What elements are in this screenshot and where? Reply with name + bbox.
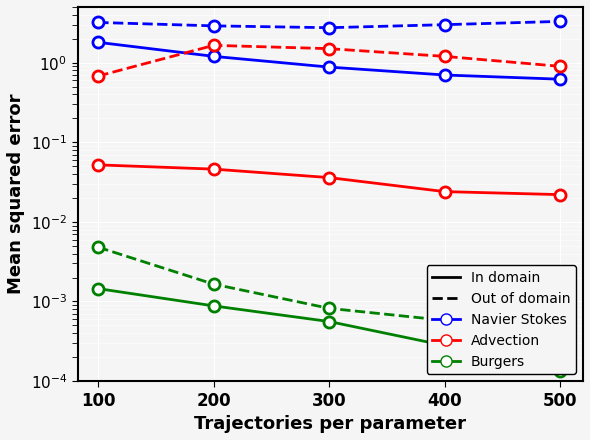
X-axis label: Trajectories per parameter: Trajectories per parameter xyxy=(194,415,466,433)
Legend: In domain, Out of domain, Navier Stokes, Advection, Burgers: In domain, Out of domain, Navier Stokes,… xyxy=(427,265,576,374)
Y-axis label: Mean squared error: Mean squared error xyxy=(7,94,25,294)
